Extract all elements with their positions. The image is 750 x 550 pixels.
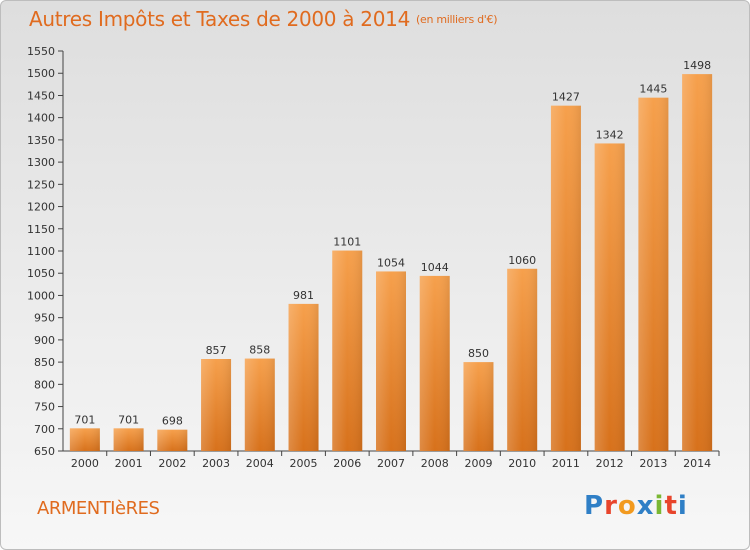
y-tick-label: 1250	[27, 178, 55, 191]
bar-shine	[682, 74, 713, 451]
y-tick-label: 800	[34, 378, 55, 391]
chart-value-labels: 701 701 698 857 858 981 1101 1054 1044 850 1060 142…	[74, 59, 711, 428]
chart-title: Autres Impôts et Taxes de 2000 à 2014 (en…	[29, 7, 497, 31]
bar-value-label: 1060	[508, 254, 536, 267]
y-tick-label: 1450	[27, 89, 55, 102]
x-tick-label: 2011	[552, 457, 580, 470]
x-tick-label: 2003	[202, 457, 230, 470]
bar-value-label: 1445	[639, 83, 667, 96]
logo-letter: r	[604, 491, 618, 521]
y-tick-label: 1100	[27, 245, 55, 258]
bar-shine	[201, 359, 232, 451]
bar-value-label: 1342	[596, 128, 624, 141]
x-tick-label: 2014	[683, 457, 711, 470]
logo-letter: o	[617, 491, 637, 521]
bar-value-label: 698	[162, 415, 183, 428]
bar-value-label: 1054	[377, 256, 405, 269]
bar-value-label: 857	[206, 344, 227, 357]
bar-shine	[288, 303, 319, 451]
x-tick-label: 2012	[596, 457, 624, 470]
logo-letter: i	[677, 491, 688, 521]
bar-value-label: 981	[293, 289, 314, 302]
bar-shine	[113, 428, 144, 451]
bar-value-label: 858	[249, 344, 270, 357]
y-tick-label: 1500	[27, 67, 55, 80]
y-tick-label: 1400	[27, 112, 55, 125]
chart-bars	[69, 74, 713, 452]
bar-shine	[550, 105, 581, 452]
bar-value-label: 1498	[683, 59, 711, 72]
logo-letter: x	[636, 491, 655, 521]
y-tick-label: 700	[34, 423, 55, 436]
bar-shine	[594, 143, 625, 451]
x-tick-label: 2006	[333, 457, 361, 470]
bar-shine	[419, 275, 450, 451]
x-tick-label: 2002	[158, 457, 186, 470]
y-tick-label: 1550	[27, 45, 55, 58]
x-tick-label: 2004	[246, 457, 274, 470]
x-tick-label: 2010	[508, 457, 536, 470]
y-tick-label: 1050	[27, 267, 55, 280]
chart-title-text: Autres Impôts et Taxes de 2000 à 2014	[29, 7, 410, 31]
logo-letter: i	[654, 491, 665, 521]
y-tick-label: 850	[34, 356, 55, 369]
logo-letter: t	[664, 491, 678, 521]
bar-value-label: 850	[468, 347, 489, 360]
x-tick-label: 2007	[377, 457, 405, 470]
bar-shine	[332, 250, 363, 451]
proxiti-logo: Proxiti	[584, 491, 688, 521]
bar-value-label: 1101	[333, 236, 361, 249]
bar-shine	[638, 97, 669, 452]
bar-shine	[463, 362, 494, 451]
logo-letter: P	[584, 491, 605, 521]
commune-name: ARMENTIèRES	[37, 498, 160, 519]
y-tick-label: 1150	[27, 223, 55, 236]
bar-shine	[244, 358, 275, 451]
y-tick-label: 1350	[27, 134, 55, 147]
bar-value-label: 1427	[552, 91, 580, 104]
y-tick-label: 900	[34, 334, 55, 347]
bar-value-label: 701	[118, 413, 139, 426]
bar-value-label: 1044	[421, 261, 449, 274]
y-tick-label: 1200	[27, 201, 55, 214]
y-tick-label: 1300	[27, 156, 55, 169]
x-tick-label: 2009	[464, 457, 492, 470]
chart-unit: (en milliers d'€)	[416, 13, 498, 26]
y-tick-label: 950	[34, 312, 55, 325]
bar-shine	[69, 428, 100, 451]
x-tick-label: 2008	[421, 457, 449, 470]
chart-axes: 650 700 750 800 850 900 950 1000 1050 1100 1150 120…	[27, 45, 720, 470]
x-tick-label: 2001	[115, 457, 143, 470]
bar-shine	[376, 271, 406, 451]
bar-shine	[507, 268, 538, 451]
y-tick-label: 1000	[27, 289, 55, 302]
x-tick-label: 2013	[639, 457, 667, 470]
bar-value-label: 701	[74, 413, 95, 426]
y-tick-label: 750	[34, 401, 55, 414]
y-tick-label: 650	[34, 445, 55, 458]
bar-shine	[157, 429, 188, 451]
x-tick-label: 2000	[71, 457, 99, 470]
x-tick-label: 2005	[290, 457, 318, 470]
